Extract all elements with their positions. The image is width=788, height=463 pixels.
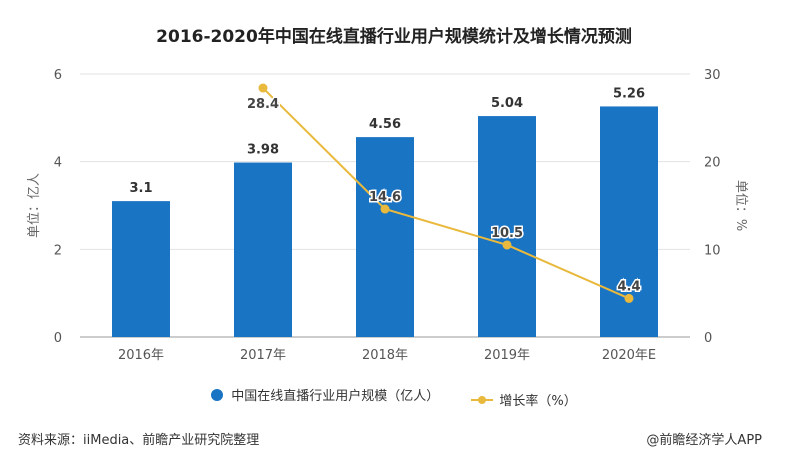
y-right-tick-label: 10 <box>704 243 721 258</box>
growth-line <box>262 87 630 300</box>
line-point <box>502 240 512 250</box>
chart-title: 2016-2020年中国在线直播行业用户规模统计及增长情况预测 <box>156 27 632 47</box>
bar-data-label: 5.26 <box>613 86 645 101</box>
line-point <box>258 83 268 93</box>
bar-data-label: 4.56 <box>369 117 401 132</box>
y-tick-label: 4 <box>54 156 62 171</box>
bar <box>112 201 170 337</box>
line-data-label: 28.4 <box>247 97 279 112</box>
y-right-axis-label: 单位：% <box>733 180 748 231</box>
y-axis-label: 单位：亿人 <box>27 173 42 238</box>
y-right-tick-label: 20 <box>704 156 721 171</box>
y-right-tick-label: 0 <box>704 331 712 346</box>
legend-item-line: 增长率（%） <box>471 390 577 409</box>
legend-bar-swatch <box>211 388 224 401</box>
x-tick-label: 2020年E <box>602 348 656 363</box>
credit: @前瞻经济学人APP <box>646 433 762 448</box>
line-data-label: 14.6 <box>369 190 401 205</box>
bar-data-label: 3.98 <box>247 143 279 158</box>
chart-plot: 0 2 4 6 0 10 20 30 单位：亿人 单位：% 3.1 2016年 3.98 2017年 4.5… <box>27 68 748 363</box>
x-tick-label: 2017年 <box>240 348 286 363</box>
bar-data-label: 5.04 <box>491 96 523 111</box>
y-tick-label: 0 <box>54 331 62 346</box>
line-data-label: 4.4 <box>617 279 640 294</box>
bar <box>356 137 414 337</box>
y-right-tick-label: 30 <box>704 68 721 83</box>
y-tick-label: 2 <box>54 243 62 258</box>
bar <box>478 116 536 337</box>
line-data-label: 10.5 <box>491 226 523 241</box>
legend-line-swatch <box>471 395 494 404</box>
x-tick-label: 2016年 <box>118 348 164 363</box>
line-point <box>624 293 634 303</box>
line-point <box>380 204 390 214</box>
y-tick-label: 6 <box>54 68 62 83</box>
legend: 中国在线直播行业用户规模（亿人） 增长率（%） <box>0 385 788 409</box>
bar <box>234 162 292 337</box>
x-tick-label: 2019年 <box>484 348 530 363</box>
legend-label: 中国在线直播行业用户规模（亿人） <box>231 389 440 404</box>
bar-data-label: 3.1 <box>129 181 152 196</box>
source-note: 资料来源：iiMedia、前瞻产业研究院整理 <box>18 433 260 448</box>
legend-label: 增长率（%） <box>499 394 577 409</box>
x-tick-label: 2018年 <box>362 348 408 363</box>
legend-item-bar: 中国在线直播行业用户规模（亿人） <box>211 385 439 404</box>
